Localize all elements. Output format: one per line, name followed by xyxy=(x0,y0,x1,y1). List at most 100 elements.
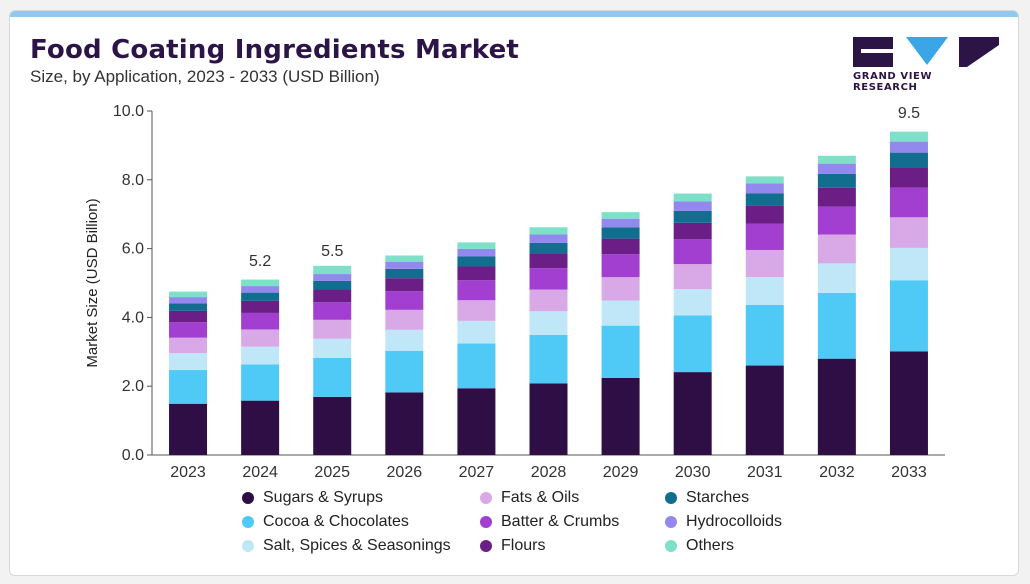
top-accent-bar xyxy=(10,11,1018,17)
stacked-bar-chart: 0.0 2.0 4.0 6.0 8.0 10.0 Market Size (USD Bill… xyxy=(84,103,945,481)
bar-segment xyxy=(529,334,568,384)
bar-segment xyxy=(817,155,856,164)
bar-segment xyxy=(745,223,784,250)
bar-segment xyxy=(313,289,352,303)
legend-item: Batter & Crumbs xyxy=(480,513,619,531)
bar-segment xyxy=(529,253,568,269)
bar-segment xyxy=(241,312,280,330)
bar-segment xyxy=(817,292,856,359)
bar-segment xyxy=(169,291,208,298)
bar-segment xyxy=(529,289,568,312)
bar-segment xyxy=(673,264,712,290)
bar-segment xyxy=(169,322,208,338)
bar-segment xyxy=(169,303,208,311)
legend-swatch-icon xyxy=(665,540,677,552)
bar-segment xyxy=(529,242,568,254)
bar-segment xyxy=(601,212,640,219)
bar-segment xyxy=(745,193,784,206)
bar-segment xyxy=(673,239,712,265)
bar-segment xyxy=(169,370,208,404)
bar-segment xyxy=(817,173,856,188)
bar-segment xyxy=(601,325,640,378)
legend-item: Flours xyxy=(480,537,545,555)
y-tick-label: 0.0 xyxy=(122,447,144,464)
bar-segment xyxy=(889,141,928,153)
bar-segment xyxy=(529,268,568,290)
bar-segment xyxy=(457,300,496,321)
grand-view-research-logo: GRAND VIEW RESEARCH xyxy=(853,35,999,95)
bar-segment xyxy=(817,206,856,235)
bar-segment xyxy=(601,227,640,239)
bar-segment xyxy=(817,187,856,207)
bar-segment xyxy=(385,255,424,262)
bar-segment xyxy=(889,131,928,142)
bar-segment xyxy=(241,364,280,401)
x-tick-label: 2025 xyxy=(314,464,350,481)
bar-segment xyxy=(169,353,208,371)
bar-segment xyxy=(457,280,496,301)
legend-item: Hydrocolloids xyxy=(665,513,782,531)
legend-label: Salt, Spices & Seasonings xyxy=(263,537,451,554)
bar-segment xyxy=(529,311,568,335)
bar-segment xyxy=(889,187,928,218)
bar-segment xyxy=(313,357,352,397)
bar-segment xyxy=(241,346,280,365)
bar-segment xyxy=(457,248,496,257)
legend-label: Cocoa & Chocolates xyxy=(263,513,409,530)
x-tick-label: 2023 xyxy=(170,464,206,481)
bar-segment xyxy=(673,289,712,316)
x-tick-label: 2031 xyxy=(747,464,783,481)
y-tick-label: 8.0 xyxy=(122,172,144,189)
bar-segment xyxy=(457,266,496,281)
legend-label: Starches xyxy=(686,489,750,506)
bar-segment xyxy=(169,403,208,455)
bar-segment xyxy=(385,291,424,310)
logo-text: GRAND VIEW RESEARCH xyxy=(853,71,933,93)
legend-item: Starches xyxy=(665,489,749,507)
legend-label: Flours xyxy=(501,537,546,554)
bar-segment xyxy=(385,329,424,351)
chart-legend: Sugars & Syrups Cocoa & Chocolates Salt, S… xyxy=(242,489,842,569)
legend-item: Others xyxy=(665,537,734,555)
bar-segment xyxy=(745,277,784,306)
x-tick-label: 2026 xyxy=(387,464,423,481)
bar-segment xyxy=(241,300,280,313)
legend-item: Fats & Oils xyxy=(480,489,579,507)
bar-segment xyxy=(601,300,640,326)
bar-segment xyxy=(745,176,784,184)
bar-segment xyxy=(529,234,568,243)
bar-segment xyxy=(673,210,712,223)
legend-swatch-icon xyxy=(242,492,254,504)
legend-label: Others xyxy=(686,537,735,554)
bar-segment xyxy=(745,249,784,278)
bar-segment xyxy=(169,310,208,323)
bar-segment xyxy=(241,329,280,347)
bar-segment xyxy=(169,337,208,354)
bar-segment xyxy=(313,338,352,358)
bar-segment xyxy=(385,309,424,330)
bar-segment xyxy=(313,302,352,320)
bar-segment xyxy=(601,254,640,278)
x-tick-label: 2033 xyxy=(891,464,927,481)
bar-segment xyxy=(457,242,496,249)
bar-segment xyxy=(745,205,784,224)
legend-item: Cocoa & Chocolates xyxy=(242,513,409,531)
y-tick-label: 2.0 xyxy=(122,378,144,395)
bar-segment xyxy=(601,277,640,301)
bar-segment xyxy=(817,263,856,293)
bar-segment xyxy=(241,286,280,293)
bar-segment xyxy=(601,218,640,228)
x-tick-label: 2028 xyxy=(531,464,567,481)
legend-swatch-icon xyxy=(665,516,677,528)
bar-segment xyxy=(673,193,712,202)
bar-segment xyxy=(673,315,712,373)
legend-item: Salt, Spices & Seasonings xyxy=(242,537,451,555)
bar-segment xyxy=(241,400,280,455)
legend-swatch-icon xyxy=(665,492,677,504)
bar-segment xyxy=(385,268,424,279)
bar-segment xyxy=(169,297,208,304)
bar-segment xyxy=(673,372,712,455)
bar-segment xyxy=(385,350,424,393)
legend-swatch-icon xyxy=(242,516,254,528)
x-tick-label: 2029 xyxy=(603,464,639,481)
